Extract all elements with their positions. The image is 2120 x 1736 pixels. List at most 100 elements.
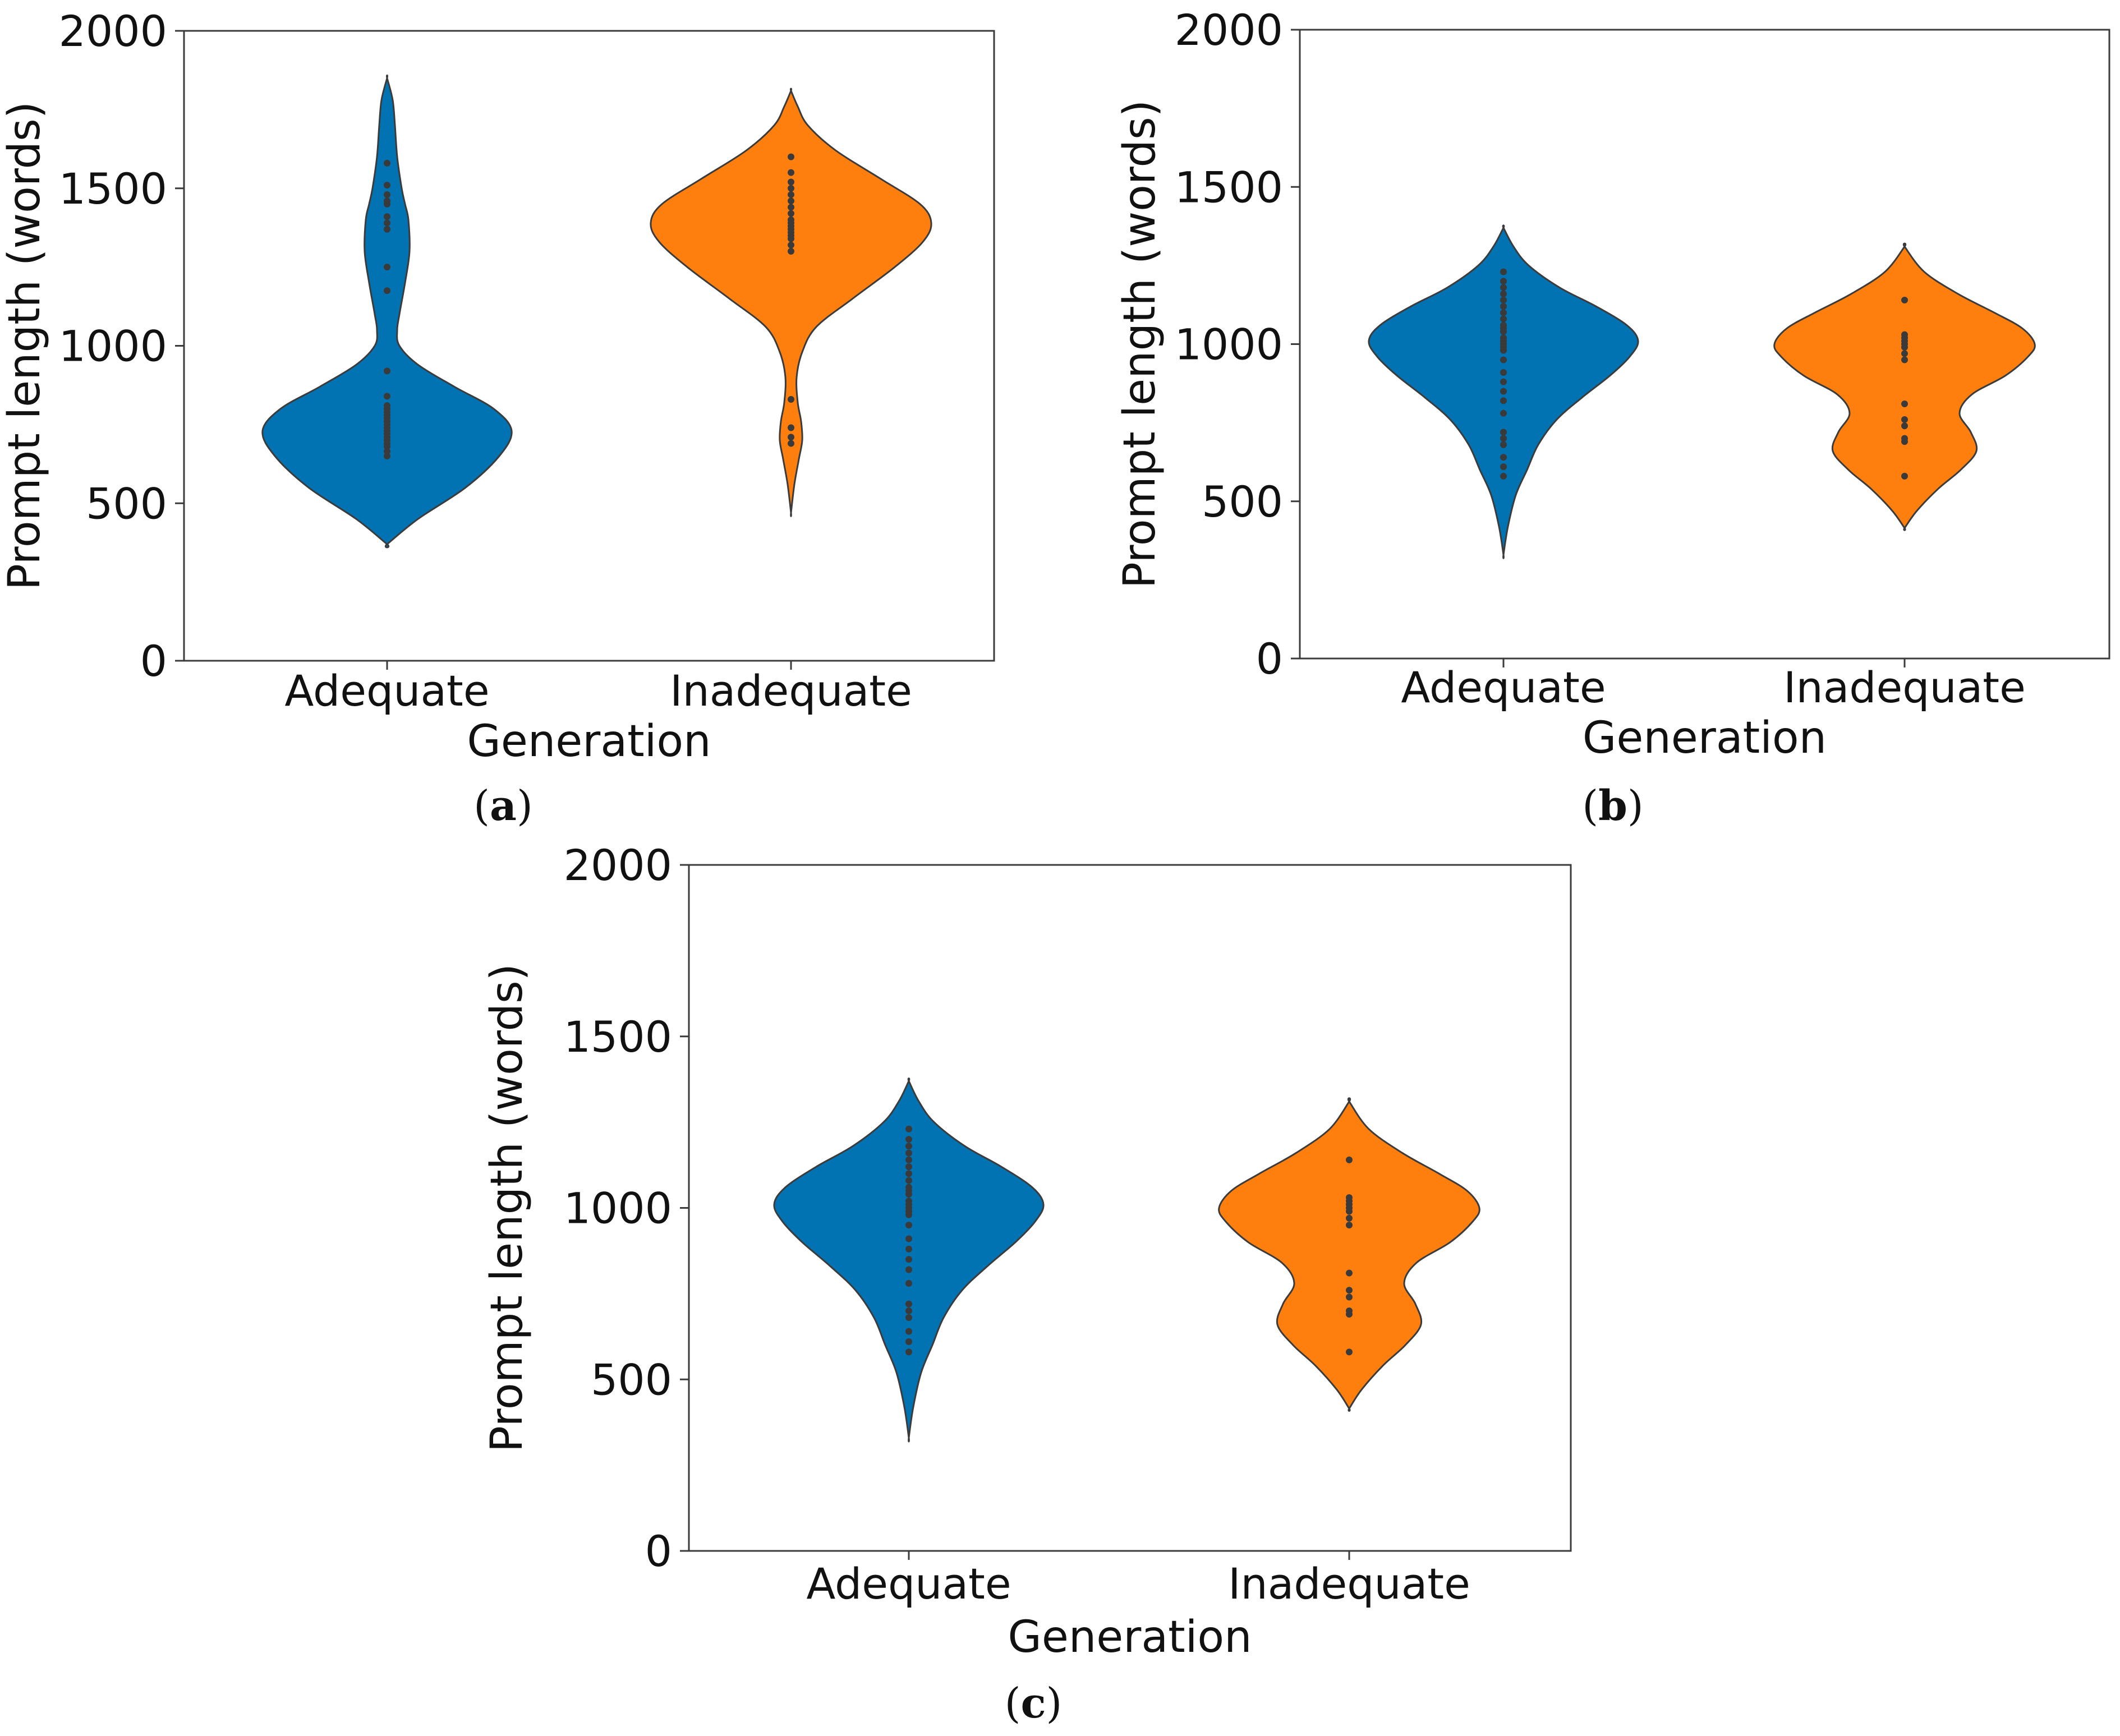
data-point xyxy=(905,1300,912,1307)
y-tick-label: 1500 xyxy=(1175,162,1283,212)
data-point xyxy=(905,1143,912,1150)
data-point xyxy=(1346,1194,1353,1201)
data-point xyxy=(1901,472,1908,480)
x-tick-label: Adequate xyxy=(284,666,489,716)
chart-panel-a: 0 500 1000 1500 2000 Adequate InadequateGenera… xyxy=(0,6,995,767)
data-point xyxy=(384,453,390,460)
data-point xyxy=(788,395,794,403)
y-tick-label: 1000 xyxy=(1175,320,1283,370)
data-point xyxy=(1346,1348,1353,1356)
data-point xyxy=(788,424,794,431)
data-point xyxy=(1500,435,1507,442)
data-point xyxy=(1500,369,1507,376)
data-point xyxy=(1500,278,1507,285)
data-point xyxy=(905,1125,912,1132)
data-point xyxy=(1901,331,1908,338)
data-point xyxy=(1500,388,1507,395)
captions: (a) (b) (c) xyxy=(473,782,1644,1728)
x-tick-label: Inadequate xyxy=(1783,662,2026,712)
data-point xyxy=(1346,1269,1353,1277)
data-point xyxy=(384,213,390,220)
data-point xyxy=(788,440,794,447)
data-point xyxy=(905,1314,912,1321)
x-axis-label: Generation xyxy=(467,716,711,767)
y-tick-label: 0 xyxy=(140,636,167,686)
data-point xyxy=(1500,321,1507,329)
data-point xyxy=(1500,356,1507,363)
data-point xyxy=(1346,1222,1353,1229)
y-tick-label: 500 xyxy=(1202,477,1283,527)
data-point xyxy=(788,169,794,176)
plot-frame xyxy=(183,30,995,662)
data-point xyxy=(1901,356,1908,363)
data-point xyxy=(384,159,390,167)
data-point xyxy=(384,402,390,409)
data-point xyxy=(1500,303,1507,310)
data-point xyxy=(384,448,390,455)
y-tick-label: 2000 xyxy=(564,840,672,890)
data-point xyxy=(1500,429,1507,436)
y-tick-label: 1500 xyxy=(59,164,167,214)
data-point xyxy=(384,367,390,375)
x-tick-label: Inadequate xyxy=(670,666,912,716)
data-point xyxy=(1346,1214,1353,1222)
data-point xyxy=(905,1222,912,1229)
data-point xyxy=(788,153,794,160)
y-tick-label: 500 xyxy=(591,1355,672,1405)
y-tick-label: 0 xyxy=(645,1526,672,1576)
y-tick-label: 1000 xyxy=(59,321,167,371)
data-point xyxy=(788,178,794,186)
data-point xyxy=(905,1280,912,1287)
data-point xyxy=(384,287,390,294)
data-point xyxy=(1500,463,1507,471)
data-point xyxy=(905,1156,912,1163)
chart-panel-b: 0 500 1000 1500 2000 Adequate InadequateGenera… xyxy=(1115,5,2110,763)
data-point xyxy=(1901,416,1908,423)
data-point xyxy=(905,1245,912,1253)
data-point xyxy=(1500,397,1507,404)
violin-adequate xyxy=(261,74,513,549)
data-point xyxy=(1500,290,1507,297)
data-point xyxy=(384,182,390,189)
data-point xyxy=(788,241,794,248)
y-tick-label: 2000 xyxy=(1175,5,1283,55)
data-point xyxy=(1346,1307,1353,1314)
data-point xyxy=(1500,378,1507,385)
data-point xyxy=(788,434,794,441)
data-point xyxy=(788,197,794,205)
data-point xyxy=(905,1170,912,1177)
data-point xyxy=(905,1328,912,1335)
data-point xyxy=(1500,472,1507,480)
y-tick-label: 1500 xyxy=(564,1012,672,1062)
chart-panel-c: 0 500 1000 1500 2000 Adequate InadequateGenera… xyxy=(482,840,1572,1663)
data-point xyxy=(788,210,794,217)
data-point xyxy=(1500,334,1507,342)
x-tick-label: Adequate xyxy=(806,1559,1011,1609)
data-point xyxy=(1901,435,1908,442)
violin-inadequate xyxy=(1773,242,2036,531)
data-point xyxy=(384,225,390,233)
x-axis-label: Generation xyxy=(1583,713,1827,763)
y-tick-label: 0 xyxy=(1256,634,1283,684)
data-point xyxy=(788,216,794,223)
data-point xyxy=(384,264,390,271)
data-point xyxy=(1500,409,1507,417)
data-point xyxy=(905,1136,912,1143)
data-point xyxy=(905,1307,912,1314)
data-point xyxy=(1901,400,1908,407)
data-point xyxy=(384,191,390,198)
data-point xyxy=(905,1163,912,1171)
data-point xyxy=(1500,268,1507,275)
data-point xyxy=(1901,422,1908,430)
y-axis-label: Prompt length (words) xyxy=(482,964,532,1452)
data-point xyxy=(905,1198,912,1205)
data-point xyxy=(905,1266,912,1273)
data-point xyxy=(1901,350,1908,357)
data-point xyxy=(788,248,794,255)
data-point xyxy=(1500,309,1507,316)
data-point xyxy=(905,1177,912,1184)
data-point xyxy=(384,393,390,400)
data-point xyxy=(905,1256,912,1263)
